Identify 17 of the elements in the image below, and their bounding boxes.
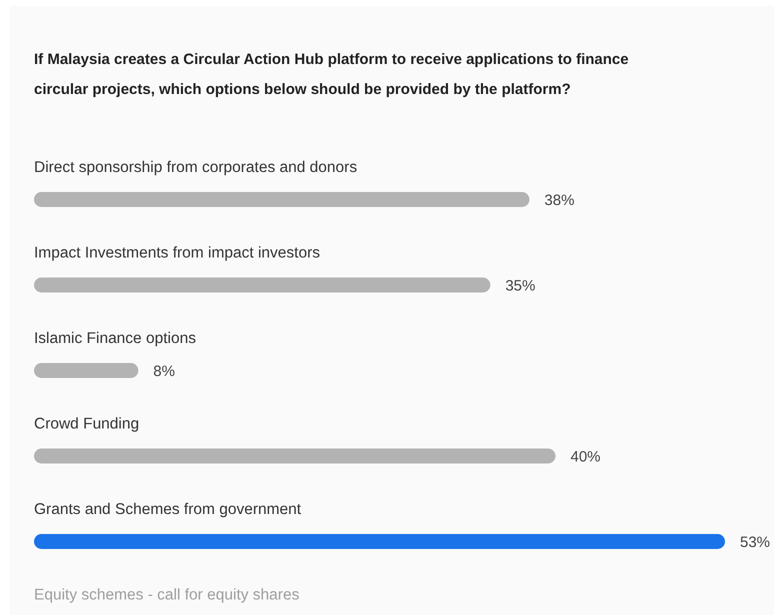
y-tick-label: Islamic Finance options [34,330,196,347]
bar [34,534,725,549]
y-tick-label: Impact Investments from impact investors [34,244,320,262]
data-label: 8% [153,363,175,380]
y-tick-label: Crowd Funding [34,416,140,432]
bar [34,278,490,292]
bar [34,192,530,207]
data-label: 40% [570,448,601,466]
bar [34,448,556,464]
bar [34,363,138,378]
y-tick-label: Direct sponsorship from corporates and donors [34,159,358,176]
y-tick-label: Equity schemes - call for equity shares [34,586,300,604]
y-tick-label: Grants and Schemes from government [34,501,302,518]
data-label: 38% [544,192,574,209]
chart-title: If Malaysia creates a Circular Action Hub platform to receive applications to finance circular projects, which options below should be provided by the platform? [34,51,629,98]
data-label: 53% [740,534,770,551]
data-label: 35% [505,278,536,294]
